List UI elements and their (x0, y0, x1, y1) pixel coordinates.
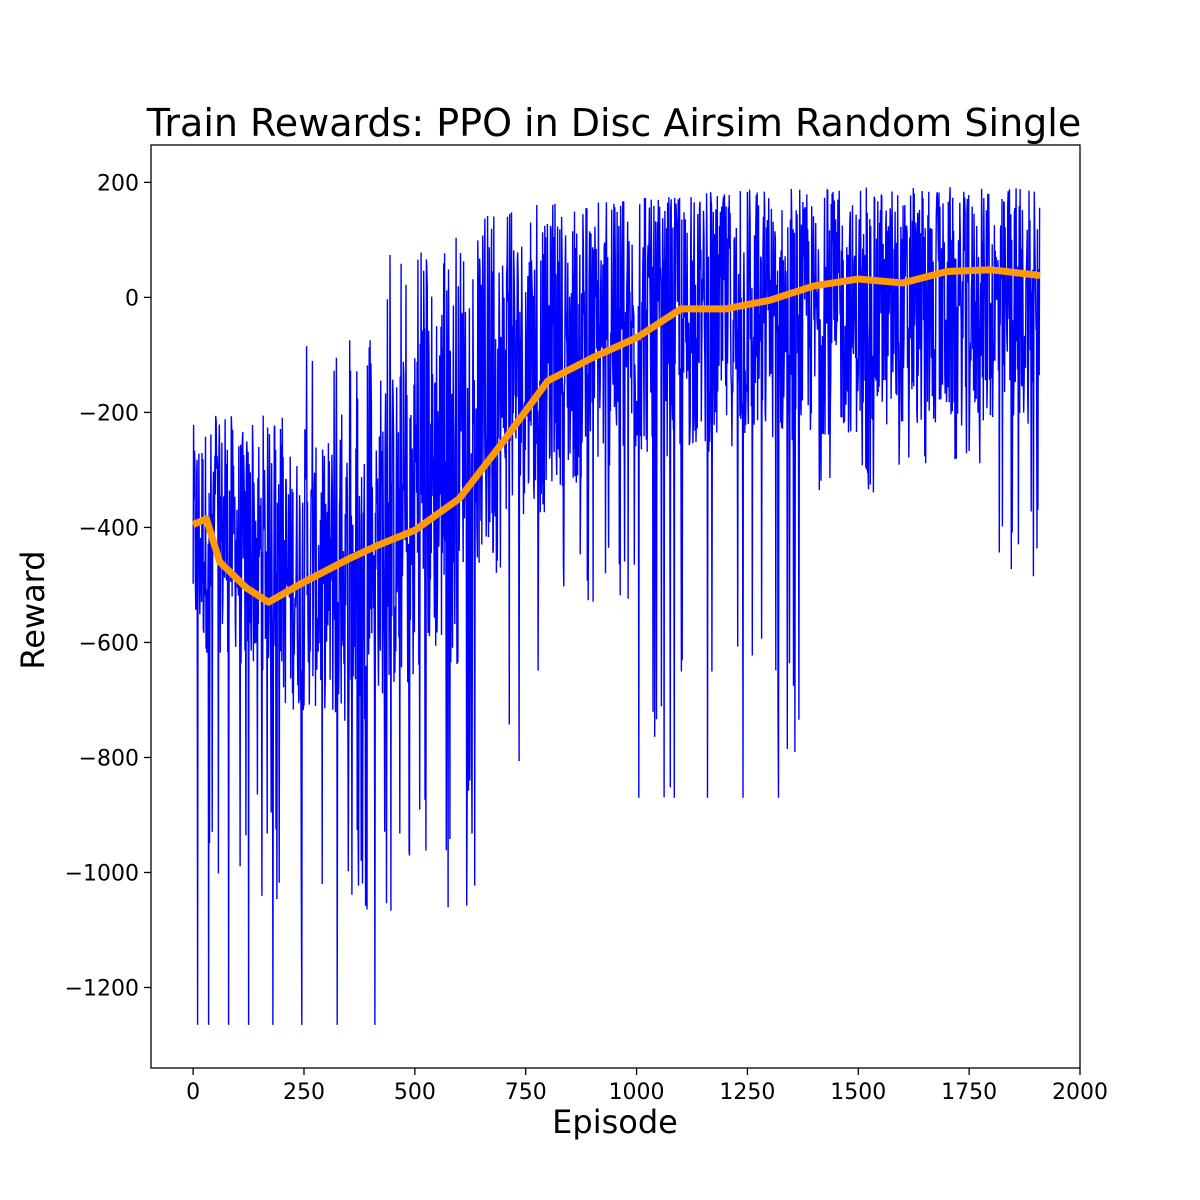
x-tick-label: 500 (394, 1080, 436, 1105)
x-tick-label: 1250 (719, 1080, 775, 1105)
x-tick-label: 0 (186, 1080, 200, 1105)
x-axis-label: Episode (552, 1103, 678, 1141)
y-tick-label: −800 (79, 746, 139, 771)
x-tick-label: 750 (505, 1080, 547, 1105)
smoothed-reward-line (191, 266, 1041, 606)
y-tick-label: 0 (125, 286, 139, 311)
y-tick-label: −200 (79, 401, 139, 426)
y-axis: −1200 −1000 −800 −600 −400 −200 0 200 (65, 171, 151, 1001)
y-tick-label: −1000 (65, 861, 139, 886)
chart-title: Train Rewards: PPO in Disc Airsim Random… (146, 101, 1081, 145)
x-tick-label: 1000 (609, 1080, 665, 1105)
x-tick-label: 1500 (830, 1080, 886, 1105)
y-tick-label: −600 (79, 631, 139, 656)
y-axis-label: Reward (14, 550, 52, 669)
plot-area (191, 187, 1041, 1025)
x-tick-label: 250 (283, 1080, 325, 1105)
x-tick-label: 2000 (1052, 1080, 1108, 1105)
raw-reward-line (192, 187, 1041, 1025)
y-tick-label: −400 (79, 516, 139, 541)
y-tick-label: −1200 (65, 976, 139, 1001)
x-tick-label: 1750 (941, 1080, 997, 1105)
plot-frame (150, 144, 1081, 1069)
y-tick-label: 200 (97, 171, 139, 196)
x-axis: 0 250 500 750 1000 1250 1500 1750 2000 (186, 1068, 1108, 1105)
